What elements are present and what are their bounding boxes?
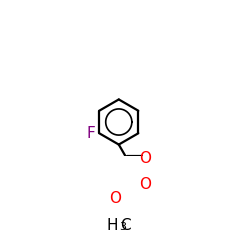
Text: C: C: [120, 218, 131, 233]
Text: F: F: [86, 126, 95, 141]
Text: H: H: [106, 218, 118, 233]
Text: O: O: [139, 178, 151, 192]
Text: O: O: [139, 150, 151, 166]
Text: O: O: [109, 191, 121, 206]
Text: 3: 3: [119, 222, 126, 232]
